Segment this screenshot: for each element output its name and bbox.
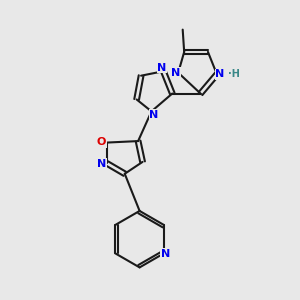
Text: N: N (157, 63, 167, 73)
Text: N: N (215, 69, 224, 79)
Text: N: N (149, 110, 158, 120)
Text: ·H: ·H (228, 69, 240, 79)
Text: O: O (97, 137, 106, 147)
Text: N: N (97, 159, 106, 169)
Text: N: N (161, 249, 170, 259)
Text: N: N (171, 68, 180, 78)
